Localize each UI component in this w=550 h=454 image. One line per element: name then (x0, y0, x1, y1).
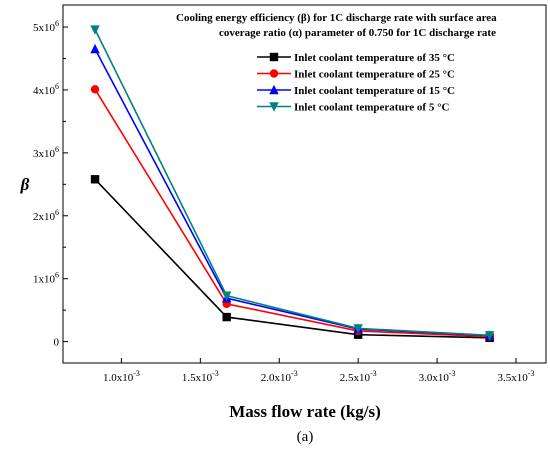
x-tick-label: 2.0x10-3 (261, 369, 298, 384)
data-point (90, 43, 100, 54)
data-point (90, 175, 100, 184)
x-axis-title: Mass flow rate (kg/s) (229, 402, 381, 421)
legend-label: Inlet coolant temperature of 15 °C (294, 85, 455, 97)
data-point (484, 331, 495, 341)
series-line (94, 88, 490, 338)
y-tick-label: 3x106 (33, 145, 59, 160)
legend-title-line-2: coverage ratio (α) parameter of 0.750 fo… (219, 27, 496, 39)
x-tick-label: 1.0x10-3 (103, 369, 140, 384)
y-tick-label: 2x106 (33, 208, 59, 223)
legend: Cooling energy efficiency (β) for 1C dis… (176, 12, 497, 114)
series-line (94, 178, 490, 339)
x-axis-ticks: 1.0x10-3 1.5x10-3 2.0x10-3 2.5x10-3 3.0x10-3… (103, 358, 535, 384)
data-point (90, 25, 100, 35)
legend-title-line-1: Cooling energy efficiency (β) for 1C dis… (176, 12, 497, 24)
x-tick-label: 3.0x10-3 (419, 369, 456, 384)
x-tick-label: 3.5x10-3 (498, 369, 535, 384)
legend-marker (269, 69, 279, 78)
y-tick-label: 5x106 (33, 19, 59, 34)
legend-marker (269, 84, 279, 95)
y-axis-ticks: 0 1x106 2x106 3x106 4x106 5x106 (33, 19, 68, 349)
legend-label: Inlet coolant temperature of 25 °C (294, 69, 455, 81)
x-tick-label: 2.5x10-3 (340, 369, 377, 384)
data-point (221, 291, 232, 301)
y-axis-title: β (20, 175, 30, 194)
y-tick-label: 4x106 (33, 82, 59, 97)
y-tick-label: 1x106 (33, 271, 59, 286)
data-point (222, 312, 231, 322)
legend-marker (269, 52, 279, 62)
legend-marker (269, 102, 279, 112)
data-point (90, 85, 100, 94)
y-tick-label: 0 (54, 337, 60, 349)
x-tick-label: 1.5x10-3 (182, 369, 219, 384)
series-layer (90, 25, 495, 343)
data-point (353, 324, 363, 334)
series-line (94, 29, 490, 337)
legend-label: Inlet coolant temperature of 35 °C (294, 52, 455, 64)
legend-label: Inlet coolant temperature of 5 °C (294, 102, 449, 114)
panel-label: (a) (297, 429, 314, 445)
